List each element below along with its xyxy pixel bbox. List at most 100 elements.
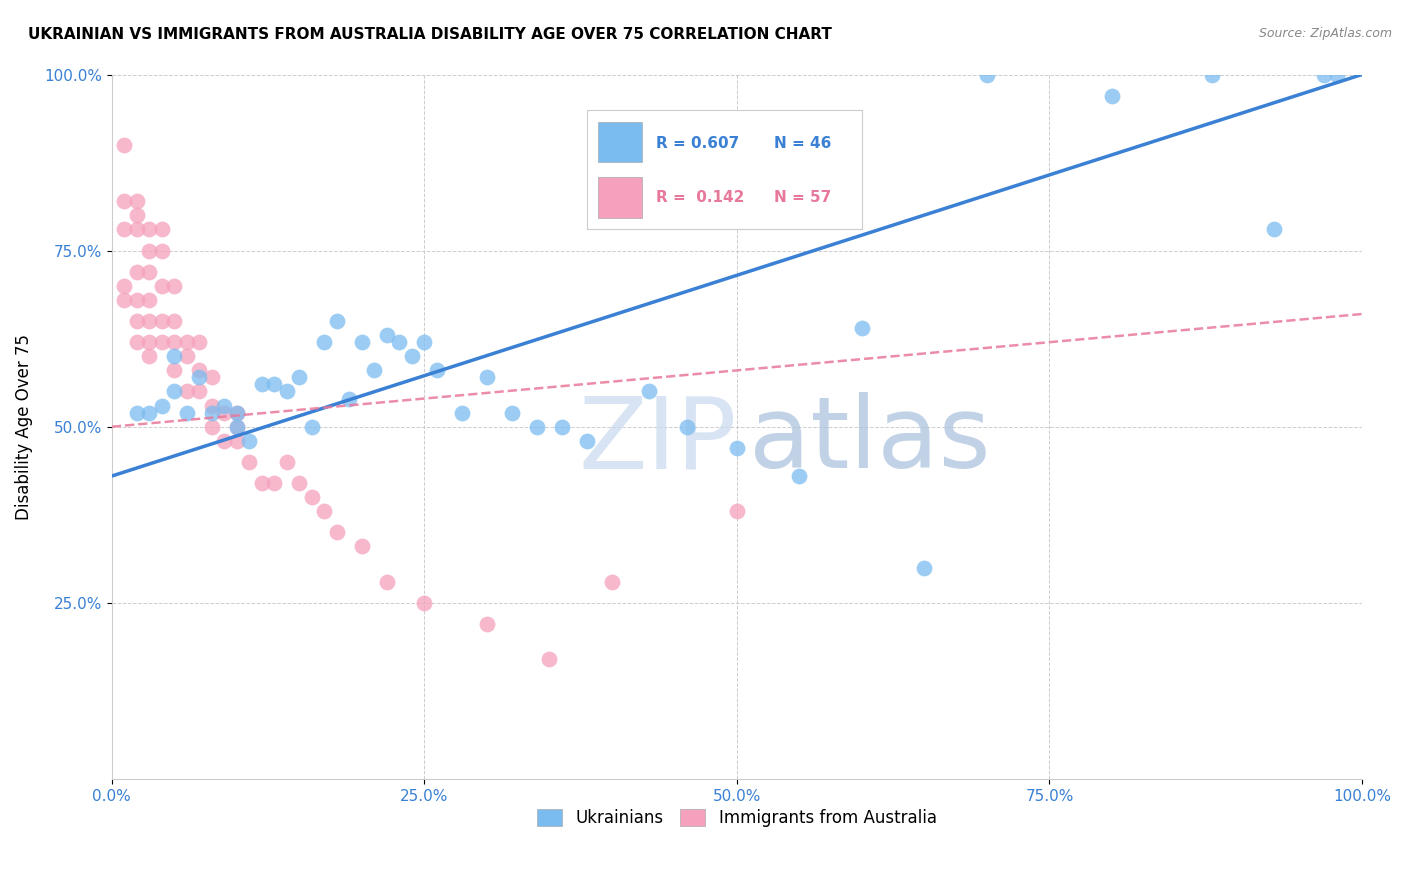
Point <box>125 335 148 350</box>
Point <box>451 406 474 420</box>
Point <box>138 314 160 328</box>
Point <box>138 293 160 307</box>
Point <box>1263 222 1285 236</box>
Point <box>1313 68 1336 82</box>
Point <box>163 349 186 363</box>
Point <box>250 476 273 491</box>
Point <box>238 455 260 469</box>
Point <box>176 406 198 420</box>
Point <box>163 278 186 293</box>
Point <box>725 441 748 455</box>
Point <box>150 314 173 328</box>
Point <box>976 68 998 82</box>
Point <box>475 616 498 631</box>
Point <box>475 370 498 384</box>
Point <box>575 434 598 448</box>
Point <box>225 434 247 448</box>
Text: Source: ZipAtlas.com: Source: ZipAtlas.com <box>1258 27 1392 40</box>
Point <box>112 278 135 293</box>
Point <box>125 293 148 307</box>
Point <box>201 419 224 434</box>
Point <box>551 419 574 434</box>
Point <box>188 363 211 377</box>
Point <box>276 455 298 469</box>
Point <box>1101 88 1123 103</box>
Point <box>125 406 148 420</box>
Point <box>138 244 160 258</box>
Text: atlas: atlas <box>749 392 991 490</box>
Point <box>125 194 148 209</box>
Point <box>112 194 135 209</box>
Point <box>163 363 186 377</box>
Point <box>326 525 349 540</box>
Point <box>176 384 198 399</box>
Point <box>263 377 285 392</box>
Point <box>150 222 173 236</box>
Point <box>238 434 260 448</box>
Point <box>176 335 198 350</box>
Point <box>501 406 523 420</box>
Point <box>288 476 311 491</box>
Point <box>276 384 298 399</box>
Point <box>350 335 373 350</box>
Point <box>138 265 160 279</box>
Point <box>600 208 623 222</box>
Point <box>150 335 173 350</box>
Point <box>225 406 247 420</box>
Point <box>413 335 436 350</box>
Point <box>163 335 186 350</box>
Point <box>600 574 623 589</box>
Point <box>201 399 224 413</box>
Point <box>125 265 148 279</box>
Point <box>112 138 135 153</box>
Point <box>388 335 411 350</box>
Point <box>676 419 699 434</box>
Point <box>188 370 211 384</box>
Point <box>138 349 160 363</box>
Text: UKRAINIAN VS IMMIGRANTS FROM AUSTRALIA DISABILITY AGE OVER 75 CORRELATION CHART: UKRAINIAN VS IMMIGRANTS FROM AUSTRALIA D… <box>28 27 832 42</box>
Point <box>163 384 186 399</box>
Point <box>375 574 398 589</box>
Point <box>214 399 236 413</box>
Point <box>526 419 548 434</box>
Point <box>413 596 436 610</box>
Point <box>326 314 349 328</box>
Point <box>225 419 247 434</box>
Point <box>188 384 211 399</box>
Point <box>851 321 873 335</box>
Point <box>214 434 236 448</box>
Point <box>214 406 236 420</box>
Point <box>288 370 311 384</box>
Point <box>138 406 160 420</box>
Point <box>176 349 198 363</box>
Point <box>263 476 285 491</box>
Point <box>150 244 173 258</box>
Point <box>363 363 385 377</box>
Point <box>125 314 148 328</box>
Point <box>250 377 273 392</box>
Point <box>401 349 423 363</box>
Point <box>188 335 211 350</box>
Point <box>225 419 247 434</box>
Point <box>337 392 360 406</box>
Point <box>201 406 224 420</box>
Text: ZIP: ZIP <box>578 392 737 490</box>
Point <box>538 652 561 666</box>
Point <box>638 384 661 399</box>
Legend: Ukrainians, Immigrants from Australia: Ukrainians, Immigrants from Australia <box>530 803 943 834</box>
Point <box>314 504 336 518</box>
Point <box>314 335 336 350</box>
Point <box>138 335 160 350</box>
Point <box>789 469 811 483</box>
Point <box>112 293 135 307</box>
Point <box>1201 68 1223 82</box>
Point <box>163 314 186 328</box>
Point <box>201 370 224 384</box>
Point <box>125 208 148 222</box>
Point <box>375 328 398 343</box>
Point <box>225 406 247 420</box>
Point <box>138 222 160 236</box>
Point <box>150 399 173 413</box>
Point <box>725 504 748 518</box>
Point <box>112 222 135 236</box>
